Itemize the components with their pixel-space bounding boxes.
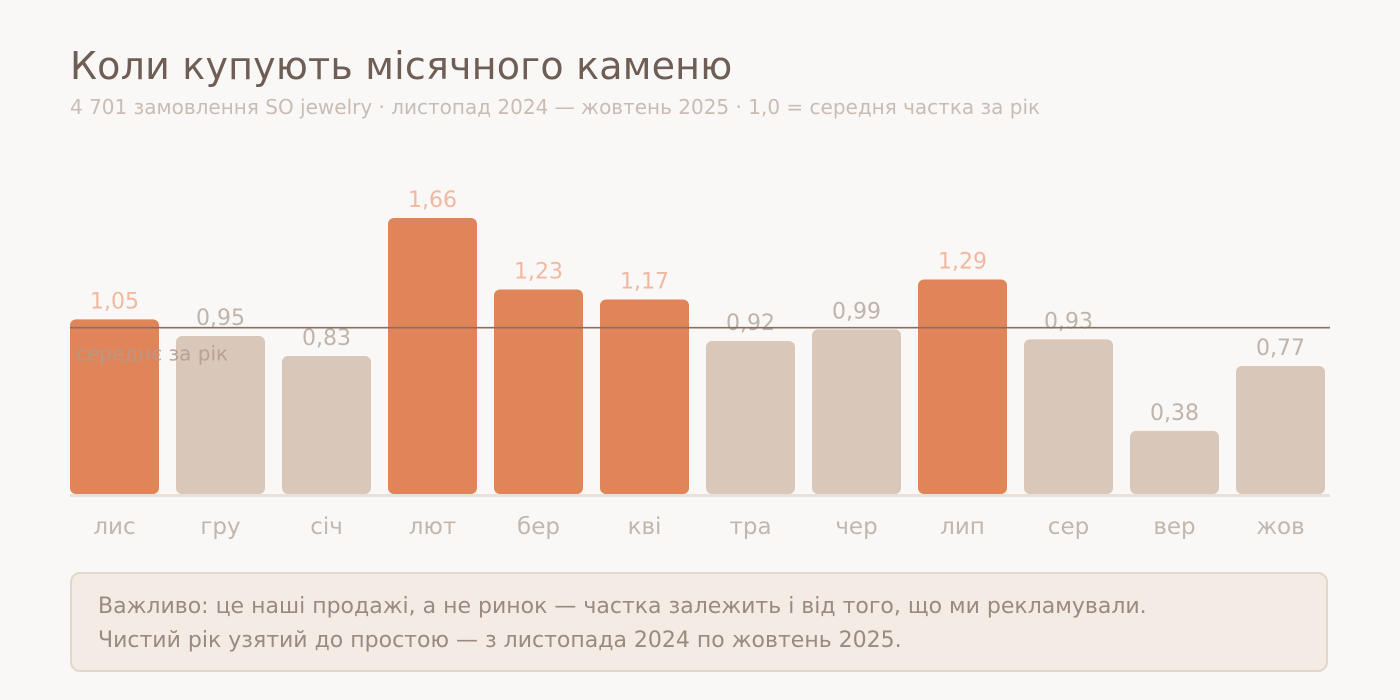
chart-subtitle: 4 701 замовлення SO jewelry · листопад 2… — [70, 95, 1041, 119]
bar-value-label: 0,77 — [1256, 336, 1305, 361]
bar-value-label: 1,05 — [90, 289, 139, 314]
bar — [388, 218, 477, 494]
x-tick-label: лют — [409, 514, 456, 540]
bar — [918, 279, 1007, 494]
x-tick-label: жов — [1256, 514, 1304, 540]
bar-value-label: 0,92 — [726, 311, 775, 336]
bar-value-label: 1,17 — [620, 269, 669, 294]
x-tick-label: лис — [93, 514, 135, 540]
bar-value-label: 0,95 — [196, 306, 245, 331]
bar — [70, 319, 159, 494]
chart-title: Коли купують місячного каменю — [70, 44, 733, 88]
bar-value-label: 1,66 — [408, 188, 457, 213]
bar — [600, 299, 689, 494]
bar-value-label: 0,99 — [832, 299, 881, 324]
bar — [176, 336, 265, 494]
bar-chart: 1,05 лис 0,95 гру 0,83 січ 1,66 лют 1,23 бер 1,17 к… — [70, 188, 1330, 540]
bar-value-label: 1,29 — [938, 250, 987, 275]
x-tick-label: вер — [1153, 514, 1195, 540]
bar — [1024, 339, 1113, 494]
bar-value-label: 1,23 — [514, 259, 563, 284]
x-tick-label: бер — [517, 514, 560, 540]
bar-value-label: 0,83 — [302, 326, 351, 351]
note-box: Важливо: це наші продажі, а не ринок — ч… — [70, 572, 1328, 672]
bar-value-label: 0,38 — [1150, 401, 1199, 426]
x-tick-label: кві — [628, 514, 662, 540]
bar — [282, 356, 371, 494]
x-tick-label: січ — [310, 514, 343, 540]
bar — [494, 289, 583, 494]
note-line-2: Чистий рік узятий до простою — з листопа… — [98, 628, 902, 653]
bar — [1130, 430, 1219, 494]
x-tick-label: чер — [835, 514, 877, 540]
bar — [1236, 365, 1325, 494]
x-tick-label: гру — [200, 514, 240, 540]
x-tick-label: лип — [940, 514, 985, 540]
bar-value-label: 0,93 — [1044, 309, 1093, 334]
bar — [706, 341, 795, 494]
x-tick-label: сер — [1048, 514, 1089, 540]
average-reference-label: середнє за рік — [76, 342, 228, 366]
x-tick-label: тра — [729, 514, 771, 540]
note-line-1: Важливо: це наші продажі, а не ринок — ч… — [98, 594, 1147, 619]
bar — [812, 329, 901, 494]
